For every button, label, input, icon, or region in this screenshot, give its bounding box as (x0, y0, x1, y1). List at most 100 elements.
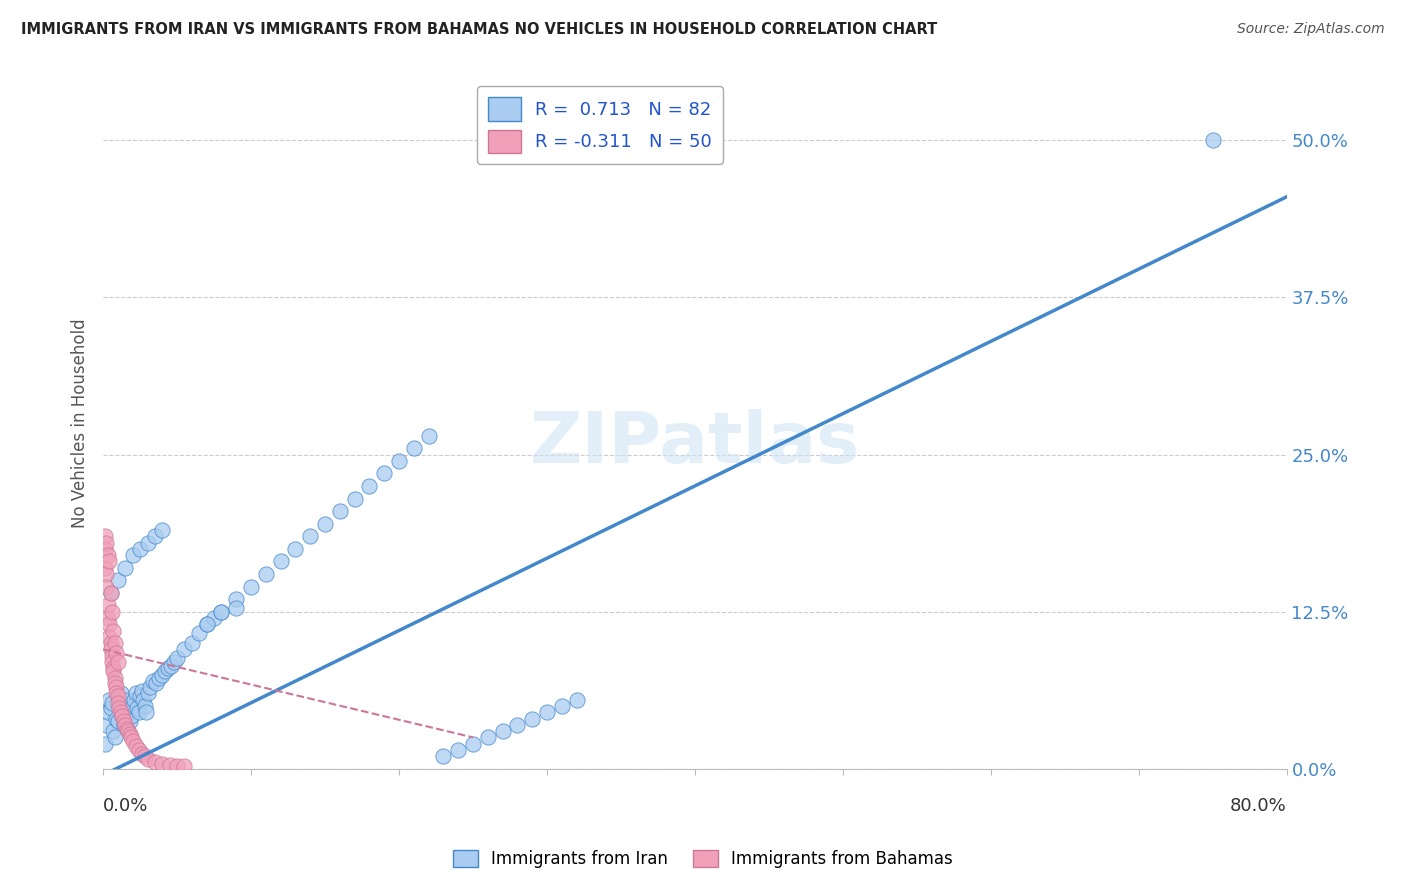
Point (432, 749, 454, 764)
Point (97, 611, 120, 625)
Point (135, 705, 157, 719)
Point (104, 671, 127, 685)
Text: 80.0%: 80.0% (1230, 797, 1286, 814)
Y-axis label: No Vehicles in Household: No Vehicles in Household (72, 318, 89, 528)
Point (129, 541, 152, 556)
Point (117, 705, 139, 719)
Point (94, 566, 117, 581)
Point (111, 709, 134, 723)
Point (112, 718, 135, 732)
Point (145, 676, 167, 690)
Point (477, 731, 499, 745)
Point (148, 671, 170, 685)
Point (1201, 133, 1223, 147)
Point (124, 686, 146, 700)
Point (240, 580, 263, 594)
Point (100, 586, 122, 600)
Point (107, 697, 129, 711)
Point (100, 636, 122, 650)
Point (402, 442, 425, 456)
Point (93, 529, 115, 543)
Point (157, 661, 180, 675)
Text: IMMIGRANTS FROM IRAN VS IMMIGRANTS FROM BAHAMAS NO VEHICLES IN HOUSEHOLD CORRELA: IMMIGRANTS FROM IRAN VS IMMIGRANTS FROM … (21, 22, 938, 37)
Point (127, 701, 149, 715)
Point (314, 516, 336, 531)
Point (136, 686, 159, 700)
Point (100, 701, 122, 715)
Point (97, 548, 120, 562)
Point (166, 651, 188, 665)
Point (202, 611, 225, 625)
Point (136, 535, 159, 549)
Point (155, 664, 177, 678)
Point (121, 734, 143, 748)
Point (551, 698, 574, 713)
Point (160, 658, 183, 673)
Point (163, 655, 186, 669)
Point (150, 667, 173, 681)
Point (107, 655, 129, 669)
Point (107, 573, 129, 587)
Point (166, 759, 188, 773)
Point (105, 646, 128, 660)
Point (270, 554, 292, 568)
Point (93, 541, 115, 556)
Point (225, 592, 247, 607)
Point (101, 655, 124, 669)
Point (111, 709, 134, 723)
Point (103, 661, 125, 675)
Point (173, 642, 195, 657)
Point (329, 504, 352, 518)
Point (134, 698, 156, 713)
Point (107, 689, 129, 703)
Point (118, 714, 141, 728)
Point (134, 749, 156, 764)
Point (129, 689, 152, 703)
Point (94, 718, 117, 732)
Point (150, 756, 173, 771)
Point (101, 605, 124, 619)
Point (114, 718, 136, 732)
Text: 0.0%: 0.0% (103, 797, 149, 814)
Point (211, 605, 233, 619)
Point (98, 617, 121, 632)
Point (93, 737, 115, 751)
Point (121, 548, 143, 562)
Point (284, 541, 307, 556)
Point (107, 714, 129, 728)
Legend: Immigrants from Iran, Immigrants from Bahamas: Immigrants from Iran, Immigrants from Ba… (446, 843, 960, 875)
Point (128, 743, 150, 757)
Point (150, 523, 173, 537)
Point (195, 617, 218, 632)
Point (103, 624, 125, 638)
Point (114, 692, 136, 706)
Point (536, 705, 558, 719)
Point (100, 586, 122, 600)
Point (98, 630, 121, 644)
Point (131, 747, 153, 761)
Point (131, 683, 153, 698)
Point (143, 756, 166, 770)
Point (142, 673, 165, 688)
Point (115, 701, 138, 715)
Point (173, 759, 195, 773)
Point (418, 428, 440, 442)
Text: ZIPatlas: ZIPatlas (530, 409, 860, 478)
Point (120, 709, 142, 723)
Point (110, 686, 132, 700)
Point (112, 714, 135, 728)
Point (565, 692, 588, 706)
Point (373, 467, 395, 481)
Point (104, 636, 127, 650)
Point (254, 566, 277, 581)
Point (139, 680, 162, 694)
Point (103, 724, 125, 739)
Point (359, 479, 381, 493)
Point (97, 705, 120, 719)
Point (115, 722, 138, 736)
Point (93, 560, 115, 574)
Point (94, 535, 117, 549)
Point (132, 692, 155, 706)
Point (103, 664, 125, 678)
Point (143, 529, 166, 543)
